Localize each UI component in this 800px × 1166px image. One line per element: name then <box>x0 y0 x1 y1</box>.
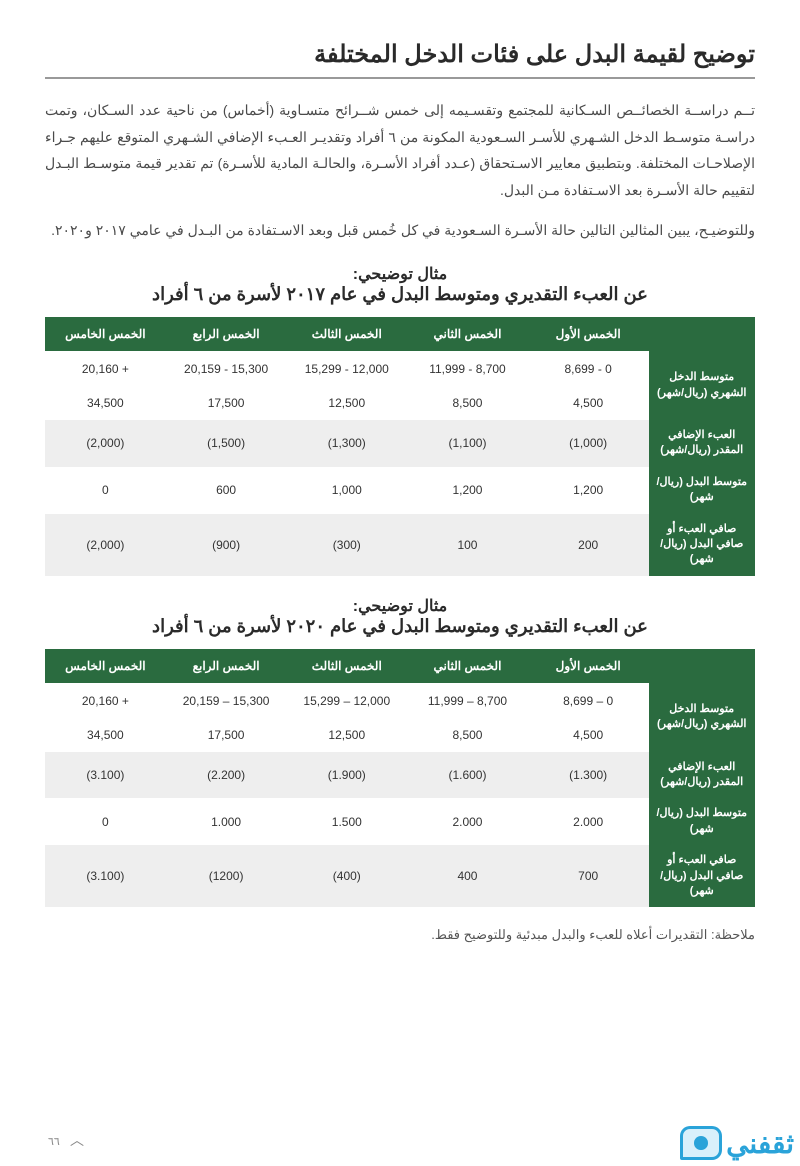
cell: (1,500) <box>166 420 287 467</box>
table-row: متوسط الدخل الشهري (ريال/شهر) 0 - 8,699 … <box>45 351 755 386</box>
example1-label: مثال توضيحي: <box>45 264 755 284</box>
example1-table: الخمس الأول الخمس الثاني الخمس الثالث ال… <box>45 317 755 576</box>
watermark: ثقفني <box>680 1126 794 1160</box>
cell: (900) <box>166 514 287 576</box>
cell: 12,000 – 15,299 <box>286 683 407 718</box>
example2-col-2: الخمس الثاني <box>407 649 528 684</box>
example1-rowhead-3: متوسط البدل (ريال/شهر) <box>649 467 756 514</box>
cell: 34,500 <box>45 718 166 752</box>
cell: (3.100) <box>45 752 166 799</box>
cell: 2.000 <box>407 798 528 845</box>
cell: (2.200) <box>166 752 287 799</box>
cell: 2.000 <box>528 798 649 845</box>
example1-header-row: الخمس الأول الخمس الثاني الخمس الثالث ال… <box>45 317 755 352</box>
example2-col-5: الخمس الخامس <box>45 649 166 684</box>
table-row: صافي العبء أو صافي البدل (ريال/شهر) 200 … <box>45 514 755 576</box>
cell: (1,000) <box>528 420 649 467</box>
cell: 200 <box>528 514 649 576</box>
example2-rowhead-4: صافي العبء أو صافي البدل (ريال/شهر) <box>649 845 756 907</box>
example2-header-row: الخمس الأول الخمس الثاني الخمس الثالث ال… <box>45 649 755 684</box>
example1-col-1: الخمس الأول <box>528 317 649 352</box>
cell: 700 <box>528 845 649 907</box>
page-title: توضيح لقيمة البدل على فئات الدخل المختلف… <box>45 40 755 79</box>
example1-rowhead-1: متوسط الدخل الشهري (ريال/شهر) <box>649 351 756 420</box>
cell: (1,300) <box>286 420 407 467</box>
cell: + 20,160 <box>45 351 166 386</box>
cell: 12,500 <box>286 386 407 420</box>
example2-rowhead-2: العبء الإضافي المقدر (ريال/شهر) <box>649 752 756 799</box>
cell: 12,500 <box>286 718 407 752</box>
example1-col-5: الخمس الخامس <box>45 317 166 352</box>
cell: 17,500 <box>166 718 287 752</box>
cell: (400) <box>286 845 407 907</box>
cell: 15,300 – 20,159 <box>166 683 287 718</box>
cell: 0 – 8,699 <box>528 683 649 718</box>
cell: 8,700 - 11,999 <box>407 351 528 386</box>
example1-rowhead-2: العبء الإضافي المقدر (ريال/شهر) <box>649 420 756 467</box>
table-row: متوسط البدل (ريال/شهر) 1,200 1,200 1,000… <box>45 467 755 514</box>
cell: 0 <box>45 798 166 845</box>
cell: 4,500 <box>528 386 649 420</box>
cell: 12,000 - 15,299 <box>286 351 407 386</box>
cell: 34,500 <box>45 386 166 420</box>
example2-col-3: الخمس الثالث <box>286 649 407 684</box>
cell: 8,500 <box>407 718 528 752</box>
cell: (1200) <box>166 845 287 907</box>
cell: (1,100) <box>407 420 528 467</box>
example2-rowhead-3: متوسط البدل (ريال/شهر) <box>649 798 756 845</box>
cell: 1.000 <box>166 798 287 845</box>
footnote: ملاحظة: التقديرات أعلاه للعبء والبدل مبد… <box>45 927 755 943</box>
cell: (3.100) <box>45 845 166 907</box>
table-row: العبء الإضافي المقدر (ريال/شهر) (1,000) … <box>45 420 755 467</box>
intro-paragraph-1: تــم دراســة الخصائــص السـكانية للمجتمع… <box>45 97 755 203</box>
example2-rowhead-1: متوسط الدخل الشهري (ريال/شهر) <box>649 683 756 752</box>
watermark-text: ثقفني <box>726 1127 794 1160</box>
cell: 8,700 – 11,999 <box>407 683 528 718</box>
chevron-up-icon: ︿ <box>70 1130 84 1150</box>
cell: (1.600) <box>407 752 528 799</box>
cell: (1.300) <box>528 752 649 799</box>
example1-col-2: الخمس الثاني <box>407 317 528 352</box>
cell: 600 <box>166 467 287 514</box>
example2-table: الخمس الأول الخمس الثاني الخمس الثالث ال… <box>45 649 755 908</box>
cell: (2,000) <box>45 514 166 576</box>
example2-label: مثال توضيحي: <box>45 596 755 616</box>
example1-col-4: الخمس الرابع <box>166 317 287 352</box>
cell: 4,500 <box>528 718 649 752</box>
cell: 0 <box>45 467 166 514</box>
cell: 1,000 <box>286 467 407 514</box>
example2-col-1: الخمس الأول <box>528 649 649 684</box>
example2-corner <box>649 649 756 684</box>
cell: (1.900) <box>286 752 407 799</box>
lightbulb-bubble-icon <box>680 1126 722 1160</box>
cell: (300) <box>286 514 407 576</box>
cell: + 20,160 <box>45 683 166 718</box>
table-row: العبء الإضافي المقدر (ريال/شهر) (1.300) … <box>45 752 755 799</box>
cell: 100 <box>407 514 528 576</box>
cell: 1,200 <box>528 467 649 514</box>
cell: 8,500 <box>407 386 528 420</box>
page-number: ٦٦ <box>48 1135 60 1148</box>
table-row: متوسط الدخل الشهري (ريال/شهر) 0 – 8,699 … <box>45 683 755 718</box>
cell: 17,500 <box>166 386 287 420</box>
table-row: صافي العبء أو صافي البدل (ريال/شهر) 700 … <box>45 845 755 907</box>
cell: 400 <box>407 845 528 907</box>
example2-title: عن العبء التقديري ومتوسط البدل في عام ٢٠… <box>45 616 755 637</box>
cell: 0 - 8,699 <box>528 351 649 386</box>
example1-title: عن العبء التقديري ومتوسط البدل في عام ٢٠… <box>45 284 755 305</box>
cell: 1,200 <box>407 467 528 514</box>
table-row: متوسط البدل (ريال/شهر) 2.000 2.000 1.500… <box>45 798 755 845</box>
example1-rowhead-4: صافي العبء أو صافي البدل (ريال/شهر) <box>649 514 756 576</box>
example1-corner <box>649 317 756 352</box>
example1-col-3: الخمس الثالث <box>286 317 407 352</box>
cell: (2,000) <box>45 420 166 467</box>
cell: 1.500 <box>286 798 407 845</box>
example2-col-4: الخمس الرابع <box>166 649 287 684</box>
cell: 15,300 - 20,159 <box>166 351 287 386</box>
intro-paragraph-2: وللتوضيـح، يبين المثالين التالين حالة ال… <box>45 217 755 244</box>
